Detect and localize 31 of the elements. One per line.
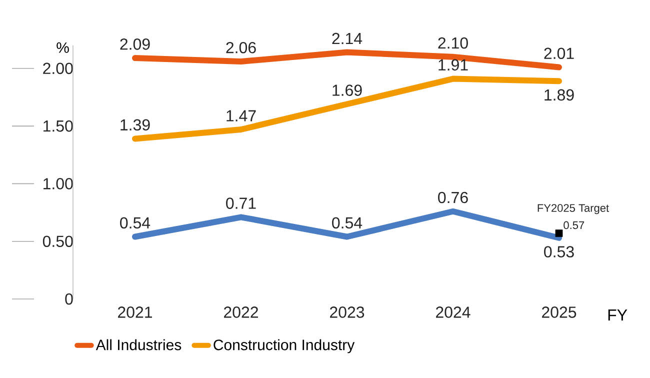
x-tick-label: 2022 [224,306,258,318]
data-label: 0.54 [332,217,362,229]
data-label: 2.14 [332,32,362,44]
legend-label: All Industries [96,339,182,350]
data-label: 0.53 [544,246,574,258]
y-tick-label: 0 [65,293,73,305]
data-label: 1.89 [544,89,574,101]
x-tick-label: 2025 [542,306,576,318]
legend-label: Construction Industry [214,339,355,354]
x-tick-label: 2024 [436,306,470,318]
data-label: 0.54 [120,217,150,229]
data-label: 2.06 [226,42,256,54]
y-tick-label: 1.00 [44,178,73,190]
y-tick-label: 1.50 [44,120,73,132]
y-axis-title: % [56,42,69,53]
y-tick-label: 0.50 [42,236,73,248]
data-label: 1.39 [120,119,150,131]
data-label: 1.69 [332,84,362,96]
y-tick-label: 2.00 [43,62,73,74]
data-label: 0.71 [226,198,256,209]
x-axis-title: FY [608,310,628,321]
annotation: FY2025 Target [538,204,609,214]
x-tick-label: 2023 [330,306,364,318]
data-label: 2.01 [544,48,574,60]
data-label: 0.76 [438,192,468,204]
x-tick-label: 2021 [118,306,152,318]
data-label: 2.09 [120,38,150,50]
data-label: 0.57 [564,221,584,230]
data-label: 1.47 [226,110,256,122]
data-label: 1.91 [438,59,468,71]
data-label: 2.10 [438,37,468,49]
